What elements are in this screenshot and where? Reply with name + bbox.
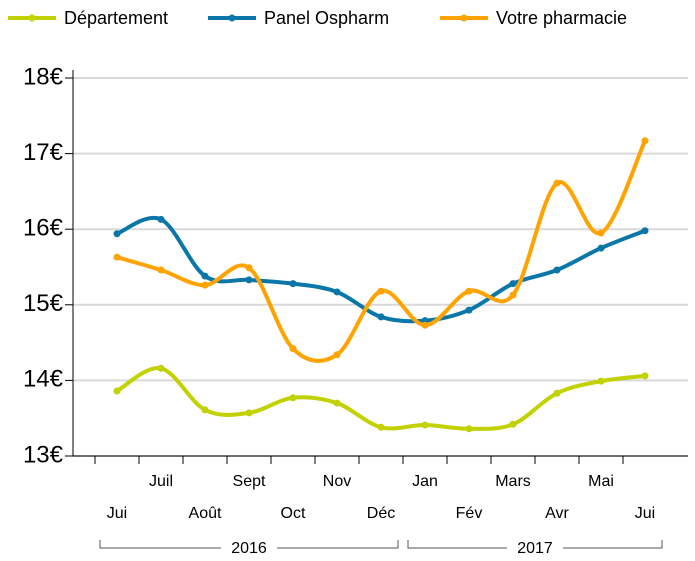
point — [113, 230, 121, 238]
point — [641, 227, 649, 235]
point — [157, 364, 165, 372]
point — [597, 244, 605, 252]
y-tick-label: 13€ — [23, 441, 64, 468]
x-tick-label: Déc — [367, 505, 395, 522]
point — [333, 288, 341, 296]
point — [509, 420, 517, 428]
point — [641, 137, 649, 145]
group-label: 2016 — [231, 540, 267, 557]
point — [641, 372, 649, 380]
point — [157, 266, 165, 274]
point — [113, 253, 121, 261]
series-line — [115, 366, 646, 431]
x-tick-label: Sept — [233, 473, 266, 490]
point — [553, 266, 561, 274]
point — [201, 281, 209, 289]
point — [377, 287, 385, 295]
point — [289, 394, 297, 402]
point — [245, 276, 253, 284]
point — [333, 351, 341, 359]
group-label-bg — [507, 538, 563, 558]
point — [201, 406, 209, 414]
legend-label: Panel Ospharm — [264, 8, 389, 28]
y-tick-label: 16€ — [23, 215, 64, 242]
group-label-bg — [221, 538, 277, 558]
x-tick-label: Jan — [412, 473, 438, 490]
x-tick-label: Mars — [495, 473, 531, 490]
point — [377, 423, 385, 431]
x-tick-label: Nov — [323, 473, 351, 490]
point — [289, 280, 297, 288]
point — [597, 229, 605, 237]
point — [509, 291, 517, 299]
point — [553, 179, 561, 187]
point — [421, 421, 429, 429]
series-line — [116, 139, 647, 363]
x-tick-label: Fév — [456, 505, 483, 522]
point — [201, 272, 209, 280]
legend-dot — [228, 14, 236, 22]
point — [333, 399, 341, 407]
legend-label: Département — [64, 8, 168, 28]
point — [421, 321, 429, 329]
x-tick-label: Jui — [107, 505, 127, 522]
point — [509, 280, 517, 288]
legend-dot — [460, 14, 468, 22]
point — [113, 387, 121, 395]
point — [377, 313, 385, 321]
y-tick-label: 14€ — [23, 366, 64, 393]
y-tick-label: 18€ — [23, 63, 64, 90]
y-tick-label: 17€ — [23, 139, 64, 166]
point — [597, 377, 605, 385]
x-tick-label: Avr — [545, 505, 569, 522]
point — [157, 215, 165, 223]
x-tick-label: Jui — [635, 505, 655, 522]
point — [553, 389, 561, 397]
x-tick-label: Juil — [149, 473, 173, 490]
group-label: 2017 — [517, 540, 553, 557]
legend-dot — [28, 14, 36, 22]
y-tick-label: 15€ — [23, 290, 64, 317]
point — [465, 306, 473, 314]
point — [245, 409, 253, 417]
point — [465, 425, 473, 433]
x-tick-label: Mai — [588, 473, 614, 490]
x-tick-label: Août — [189, 505, 222, 522]
point — [245, 264, 253, 272]
legend-label: Votre pharmacie — [496, 8, 627, 28]
x-tick-label: Oct — [281, 505, 306, 522]
point — [289, 345, 297, 353]
point — [465, 287, 473, 295]
